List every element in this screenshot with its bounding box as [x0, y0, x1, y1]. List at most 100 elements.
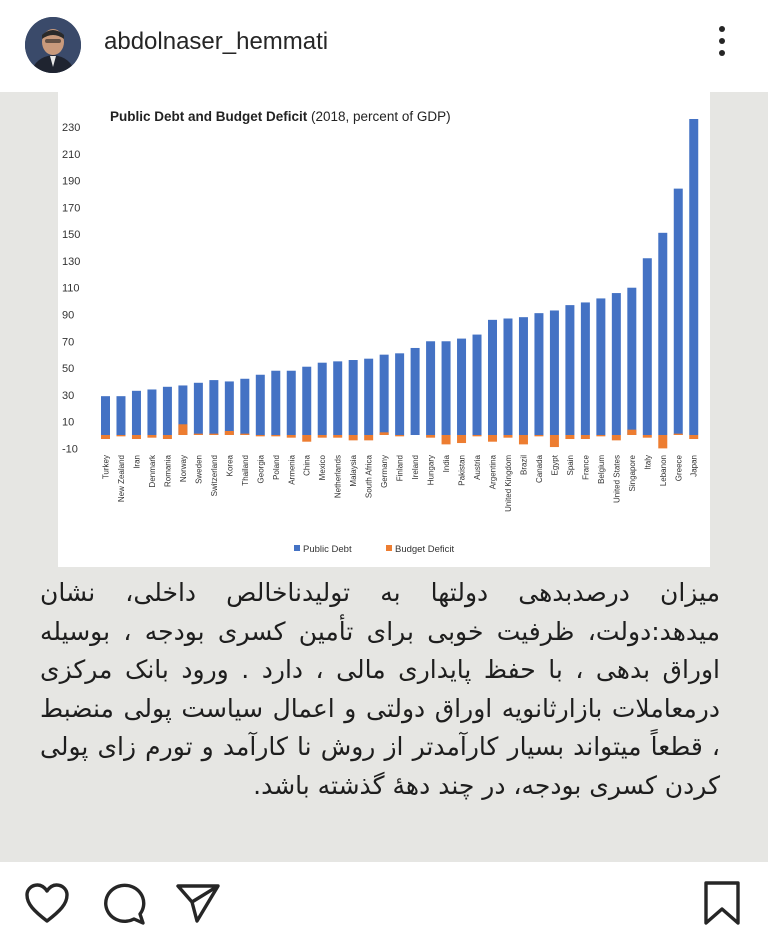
bar-public-debt: [518, 317, 528, 435]
bar-public-debt: [209, 380, 219, 435]
bar-public-debt: [627, 287, 637, 435]
bar-public-debt: [348, 360, 358, 435]
bar-budget-deficit: [178, 424, 188, 435]
x-tick-label: Turkey: [102, 455, 111, 479]
x-tick-label: Korea: [225, 454, 234, 476]
x-tick-label: Lebanon: [659, 455, 668, 486]
x-tick-label: United Kingdom: [504, 455, 513, 512]
legend-label: Public Debt: [303, 544, 352, 555]
x-tick-label: Spain: [566, 455, 575, 475]
x-tick-label: South Africa: [365, 454, 374, 498]
bar-public-debt: [147, 389, 157, 435]
bar-public-debt: [101, 396, 110, 435]
bar-public-debt: [224, 381, 234, 435]
bar-public-debt: [379, 354, 389, 435]
y-tick-label: 110: [62, 283, 80, 295]
bar-public-debt: [441, 341, 451, 435]
bar-public-debt: [317, 362, 327, 435]
bar-public-debt: [472, 334, 482, 435]
x-tick-label: Switzerland: [210, 455, 219, 496]
bar-public-debt: [131, 390, 141, 435]
x-tick-label: Singapore: [628, 454, 637, 491]
x-tick-label: Netherlands: [334, 455, 343, 498]
bar-budget-deficit: [271, 435, 281, 437]
bar-budget-deficit: [224, 430, 234, 435]
chart-title: Public Debt and Budget Deficit (2018, pe…: [110, 109, 451, 124]
y-tick-label: 70: [62, 336, 74, 348]
x-tick-label: Pakistan: [458, 455, 467, 486]
post-header: abdolnaser_hemmati: [0, 0, 768, 92]
bar-public-debt: [271, 370, 281, 435]
x-tick-label: Austria: [473, 454, 482, 479]
bar-budget-deficit: [673, 433, 683, 435]
bar-budget-deficit: [441, 435, 451, 445]
x-tick-label: India: [442, 454, 451, 472]
bar-budget-deficit: [534, 435, 544, 437]
bar-public-debt: [673, 188, 683, 435]
bar-budget-deficit: [472, 435, 482, 437]
x-tick-label: Georgia: [256, 454, 265, 483]
y-tick-label: 210: [62, 149, 80, 161]
bar-budget-deficit: [689, 435, 699, 440]
bar-budget-deficit: [101, 435, 110, 440]
bar-public-debt: [596, 298, 606, 435]
bar-budget-deficit: [565, 435, 575, 440]
x-tick-label: Iran: [132, 455, 141, 469]
bar-public-debt: [395, 353, 405, 435]
heart-icon[interactable]: [24, 882, 70, 924]
comment-icon[interactable]: [102, 882, 148, 926]
bar-budget-deficit: [488, 435, 497, 442]
bar-public-debt: [116, 396, 126, 435]
bar-budget-deficit: [317, 435, 327, 438]
x-tick-label: Italy: [643, 455, 652, 470]
x-tick-label: Hungary: [427, 455, 436, 485]
x-tick-label: Thailand: [241, 455, 250, 486]
x-tick-label: Germany: [380, 455, 389, 488]
y-tick-label: 190: [62, 176, 80, 188]
y-tick-label: -10: [62, 443, 78, 455]
bar-public-debt: [240, 378, 250, 435]
x-tick-label: Armenia: [287, 454, 296, 484]
bar-budget-deficit: [333, 435, 343, 438]
bar-public-debt: [565, 305, 575, 435]
bar-budget-deficit: [658, 435, 668, 449]
avatar[interactable]: [25, 17, 81, 73]
x-tick-label: New Zealand: [117, 455, 126, 502]
x-tick-label: Canada: [535, 454, 544, 483]
bar-public-debt: [580, 302, 590, 435]
x-tick-label: Brazil: [519, 455, 528, 475]
bar-budget-deficit: [131, 435, 141, 440]
x-tick-label: France: [581, 454, 590, 479]
y-tick-label: 130: [62, 256, 80, 268]
bar-public-debt: [162, 386, 172, 435]
profile-photo-icon: [25, 17, 81, 73]
bar-budget-deficit: [642, 435, 652, 438]
bar-public-debt: [658, 232, 668, 435]
bar-budget-deficit: [193, 433, 203, 435]
bar-budget-deficit: [426, 435, 436, 438]
x-tick-label: Malaysia: [349, 454, 358, 486]
x-tick-label: Poland: [272, 455, 281, 480]
more-vertical-icon[interactable]: [716, 26, 728, 66]
chart-title-rest: (2018, percent of GDP): [307, 109, 450, 124]
x-tick-label: China: [303, 454, 312, 475]
bar-public-debt: [642, 258, 652, 435]
x-tick-label: Belgium: [597, 455, 606, 484]
legend-swatch: [294, 545, 300, 551]
send-icon[interactable]: [175, 882, 221, 924]
bar-public-debt: [503, 318, 513, 435]
bar-budget-deficit: [627, 429, 637, 435]
bookmark-icon[interactable]: [702, 880, 742, 926]
bar-public-debt: [534, 313, 544, 435]
bar-public-debt: [333, 361, 343, 435]
bar-budget-deficit: [286, 435, 296, 438]
bar-public-debt: [178, 385, 188, 435]
bar-public-debt: [488, 319, 497, 435]
bar-budget-deficit: [457, 435, 467, 444]
y-tick-label: 10: [62, 417, 74, 429]
username[interactable]: abdolnaser_hemmati: [104, 28, 329, 55]
bar-budget-deficit: [503, 435, 513, 438]
bar-public-debt: [255, 374, 265, 435]
bar-budget-deficit: [549, 435, 559, 448]
bar-budget-deficit: [116, 435, 126, 437]
